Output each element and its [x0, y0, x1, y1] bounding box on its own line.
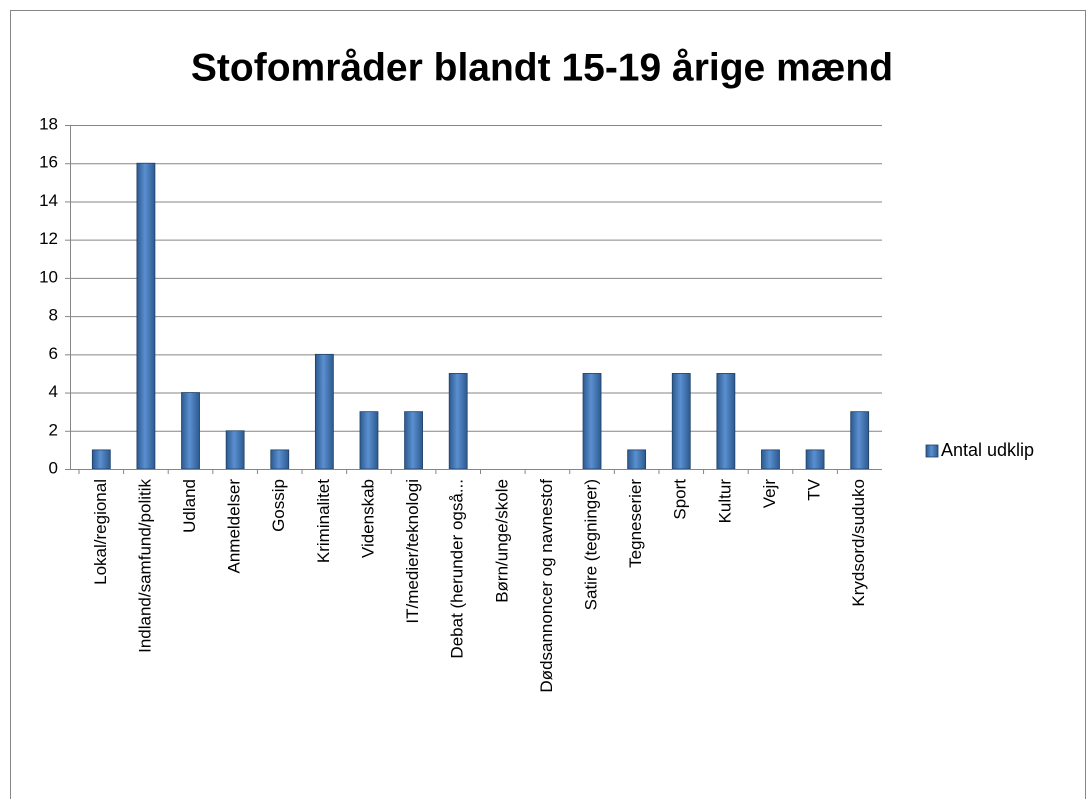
x-tick-label: Kriminalitet: [314, 479, 333, 563]
x-tick-label: Sport: [671, 479, 690, 520]
x-tick-label: Krydsord/suduko: [849, 479, 868, 607]
y-tick-label: 10: [39, 267, 58, 286]
x-tick-label: Satire (tegninger): [582, 479, 601, 610]
bar: [850, 411, 870, 470]
bar: [582, 373, 602, 470]
bar: [404, 411, 423, 470]
x-tick-label: Vejr: [760, 479, 779, 509]
y-tick-label: 16: [39, 153, 58, 172]
x-tick-label: Indland/samfund/politik: [135, 479, 154, 653]
bar: [91, 449, 111, 470]
x-tick-label: Lokal/regional: [91, 479, 110, 585]
y-tick-label: 4: [49, 382, 58, 401]
x-tick-label: Tegneserier: [626, 479, 645, 568]
x-tick-label: Gossip: [269, 479, 288, 532]
y-tick-label: 2: [49, 420, 58, 439]
x-tick-label: Børn/unge/skole: [492, 479, 511, 603]
x-tick-label: Kultur: [715, 479, 734, 524]
y-tick-label: 6: [49, 344, 58, 363]
y-tick-label: 12: [39, 229, 58, 248]
bar: [181, 392, 200, 470]
y-tick-label: 8: [49, 306, 58, 325]
bar: [448, 373, 468, 470]
y-tick-label: 18: [39, 114, 58, 133]
x-tick-label: IT/medier/teknologi: [403, 479, 422, 624]
x-tick-label: TV: [805, 478, 824, 500]
bar: [270, 449, 290, 470]
bar: [805, 449, 825, 470]
x-tick-label: Udland: [180, 479, 199, 533]
bar: [716, 373, 736, 470]
legend-label: Antal udklip: [941, 440, 1034, 460]
x-tick-label: Videnskab: [358, 479, 377, 558]
bar: [761, 449, 780, 470]
bar: [314, 353, 334, 470]
bar: [671, 373, 691, 470]
y-tick-label: 14: [39, 191, 58, 210]
x-tick-label: Debat (herunder også...: [448, 479, 467, 659]
legend-swatch: [925, 444, 939, 458]
chart-title: Stofområder blandt 15-19 årige mænd: [191, 46, 893, 89]
x-tick-label: Anmeldelser: [225, 479, 244, 574]
bar: [225, 430, 245, 470]
y-tick-label: 0: [49, 458, 58, 477]
bar: [627, 449, 647, 470]
bar: [136, 162, 156, 470]
bar: [359, 411, 379, 470]
x-tick-label: Dødsannoncer og navnestof: [537, 479, 556, 693]
